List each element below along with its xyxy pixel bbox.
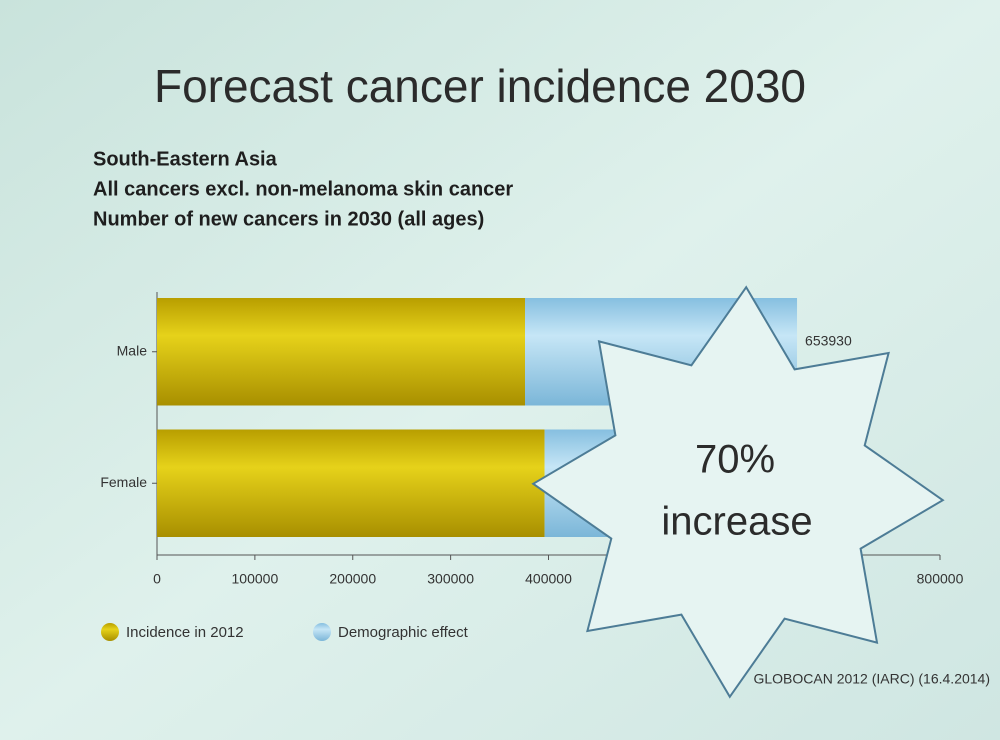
category-label: Female: [100, 474, 147, 490]
subtitle: Number of new cancers in 2030 (all ages): [93, 208, 484, 230]
total-label: 653930: [805, 333, 852, 349]
source: GLOBOCAN 2012 (IARC) (16.4.2014): [753, 671, 990, 687]
callout-text: 70%: [695, 438, 775, 482]
callout-text: increase: [661, 500, 812, 544]
legend-label: Incidence in 2012: [126, 624, 244, 641]
subtitle: South-Eastern Asia: [93, 148, 278, 170]
legend-swatch: [101, 623, 119, 641]
x-tick-label: 100000: [232, 571, 279, 587]
x-tick-label: 300000: [427, 571, 474, 587]
bar-segment: [157, 429, 545, 537]
callout-star: [531, 285, 945, 699]
x-tick-label: 200000: [329, 571, 376, 587]
x-tick-label: 800000: [917, 571, 964, 587]
legend-label: Demographic effect: [338, 624, 469, 641]
x-tick-label: 0: [153, 571, 161, 587]
x-tick-label: 400000: [525, 571, 572, 587]
category-label: Male: [117, 342, 148, 358]
subtitle: All cancers excl. non-melanoma skin canc…: [93, 178, 513, 200]
legend-swatch: [313, 623, 331, 641]
bar-segment: [157, 298, 526, 406]
title: Forecast cancer incidence 2030: [154, 60, 806, 112]
